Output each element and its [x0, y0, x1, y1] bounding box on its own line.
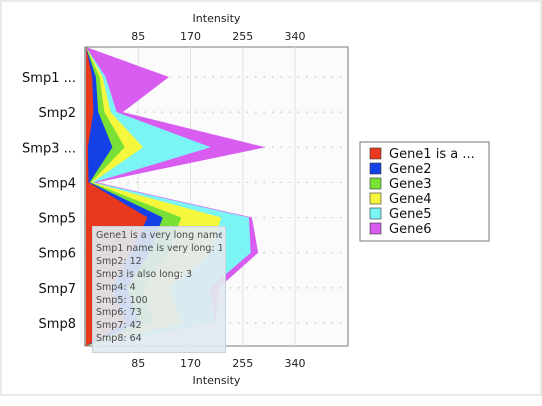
x-tick-label-bottom: 255 [232, 357, 253, 370]
x-axis-title-top: Intensity [193, 12, 241, 25]
legend-label: Gene2 [389, 162, 432, 177]
x-tick-label-bottom: 340 [285, 357, 306, 370]
tooltip-lines: Smp1 name is very long: 10 Smp2: 12 Smp3 i… [96, 243, 222, 346]
category-label: Smp4 [39, 176, 76, 191]
legend-swatch [369, 147, 382, 160]
legend-label: Gene3 [389, 177, 432, 192]
x-tick-label-top: 85 [131, 30, 145, 43]
legend-label: Gene4 [389, 192, 432, 207]
x-tick-label-top: 255 [232, 30, 253, 43]
legend-swatch [369, 162, 382, 175]
x-axis-title-bottom: Intensity [193, 374, 241, 387]
legend-swatch [369, 177, 382, 190]
tooltip: Gene1 is a very long name: Smp1 name is … [92, 226, 226, 353]
category-label: Smp7 [39, 282, 76, 297]
category-label: Smp5 [39, 212, 76, 227]
legend-label: Gene5 [389, 207, 432, 222]
category-label: Smp6 [39, 247, 76, 262]
tooltip-line: Smp4: 4 [96, 281, 136, 293]
x-tick-label-bottom: 85 [131, 357, 145, 370]
tooltip-line: Smp5: 100 [96, 294, 148, 306]
tooltip-line: Smp3 is also long: 3 [96, 268, 192, 280]
tooltip-line: Smp6: 73 [96, 307, 142, 319]
tooltip-title: Gene1 is a very long name: [96, 230, 222, 241]
legend-swatch [369, 207, 382, 220]
legend-box [359, 141, 490, 242]
legend-swatch [369, 192, 382, 205]
legend-label: Gene1 is a ... [389, 147, 475, 162]
legend-label: Gene6 [389, 222, 432, 237]
x-tick-label-bottom: 170 [180, 357, 201, 370]
tooltip-line: Smp1 name is very long: 10 [96, 242, 222, 254]
tooltip-line: Smp2: 12 [96, 255, 142, 267]
category-label: Smp2 [39, 106, 76, 121]
category-label: Smp3 ... [22, 141, 76, 156]
x-tick-label-top: 340 [285, 30, 306, 43]
tooltip-line: Smp8: 64 [96, 333, 142, 345]
legend-swatch [369, 222, 382, 235]
tooltip-line: Smp7: 42 [96, 320, 142, 332]
category-label: Smp1 ... [22, 71, 76, 86]
axis-layer: Intensity Intensity 85 85 170 170 255 255 340 3… [22, 12, 305, 387]
category-label: Smp8 [39, 317, 76, 332]
x-tick-label-top: 170 [180, 30, 201, 43]
